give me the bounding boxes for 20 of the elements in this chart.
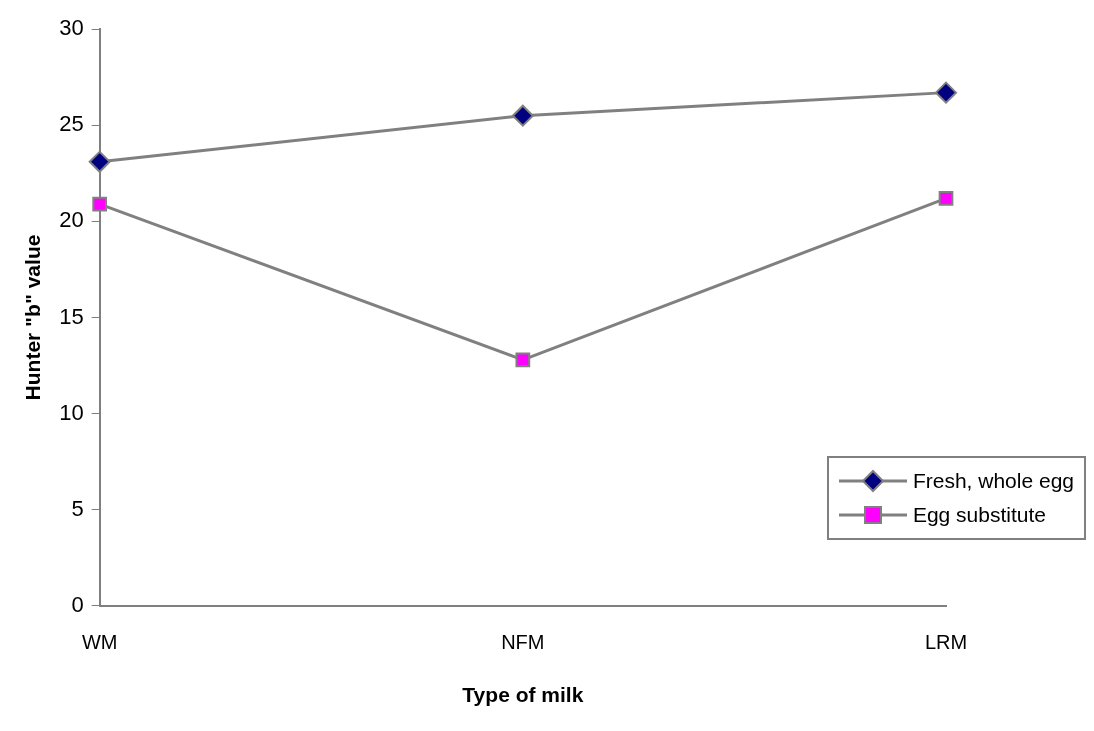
x-axis-title: Type of milk (462, 683, 584, 707)
point (88, 150, 111, 173)
point (511, 104, 534, 127)
x-tick-label: NFM (501, 631, 545, 654)
y-tick-label: 30 (59, 15, 84, 41)
y-tick-label: 20 (59, 207, 84, 233)
legend-label: Fresh, whole egg (912, 469, 1074, 493)
y-tick-label: 5 (71, 495, 84, 521)
y-tick-label: 10 (59, 399, 84, 425)
x-tick-label: LRM (924, 631, 968, 654)
y-tick-label: 15 (59, 303, 84, 329)
y-tick-label: 0 (71, 591, 84, 617)
y-axis-title: Hunter "b" value (21, 234, 45, 401)
y-tick-label: 25 (59, 111, 84, 137)
x-tick-label: WM (81, 631, 118, 654)
point (92, 196, 108, 212)
point (515, 352, 531, 368)
point (935, 81, 957, 104)
point (938, 190, 954, 206)
legend-label: Egg substitute (912, 503, 1046, 527)
